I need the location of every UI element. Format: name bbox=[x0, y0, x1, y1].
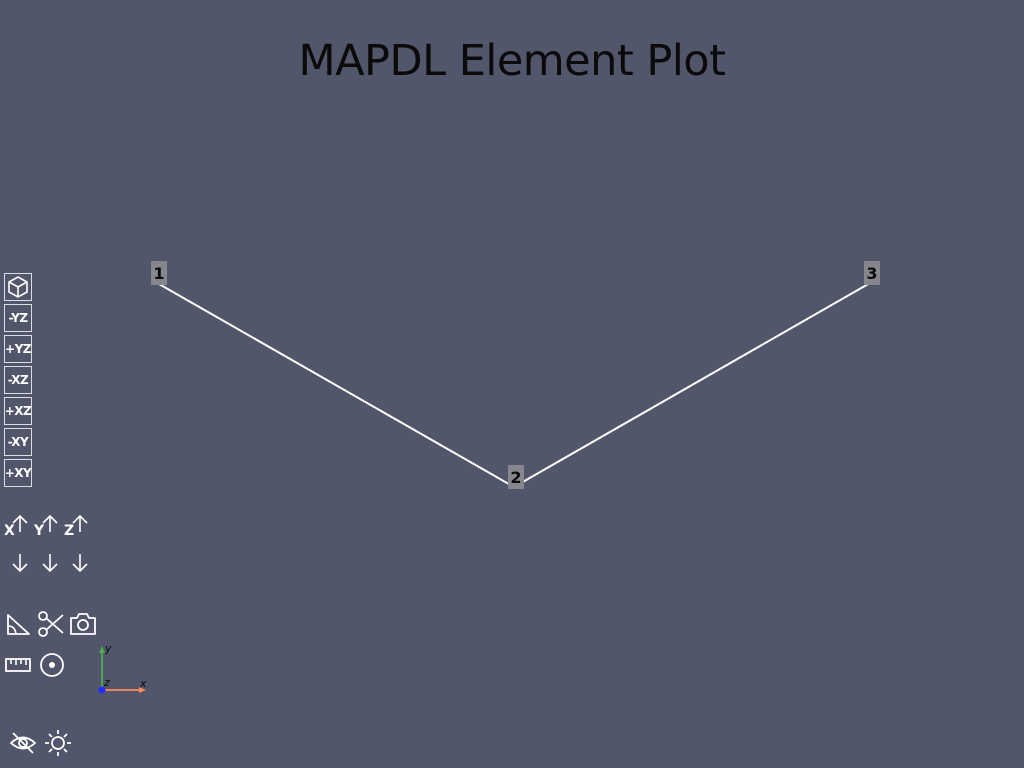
x-up-button[interactable]: X bbox=[4, 512, 34, 542]
eye-off-icon bbox=[9, 732, 37, 754]
view-minus-xz-button[interactable]: -XZ bbox=[4, 366, 32, 394]
arrow-up-icon bbox=[12, 514, 28, 532]
isometric-cube-icon bbox=[8, 276, 28, 298]
clip-button[interactable] bbox=[36, 609, 66, 639]
ruler-icon bbox=[5, 658, 31, 672]
angle-measure-button[interactable] bbox=[4, 609, 34, 639]
view-plus-xz-button[interactable]: +XZ bbox=[4, 397, 32, 425]
isometric-view-button[interactable] bbox=[4, 273, 32, 301]
node-label-2: 2 bbox=[508, 465, 524, 489]
y-axis-label: Y bbox=[34, 523, 45, 539]
z-down-button[interactable] bbox=[65, 549, 95, 579]
screenshot-button[interactable] bbox=[68, 609, 98, 639]
x-axis-label: X bbox=[4, 523, 15, 539]
arrow-up-icon bbox=[72, 514, 88, 532]
element-line-2-3 bbox=[513, 282, 871, 488]
lighting-button[interactable] bbox=[43, 728, 73, 758]
orientation-triad: y x z bbox=[98, 642, 147, 694]
view-plus-xy-button[interactable]: +XY bbox=[4, 459, 32, 487]
svg-text:1: 1 bbox=[153, 264, 164, 283]
element-line-1-2 bbox=[158, 283, 515, 488]
view-minus-yz-button[interactable]: -YZ bbox=[4, 304, 32, 332]
target-icon bbox=[40, 653, 64, 677]
node-label-1: 1 bbox=[151, 261, 167, 285]
measure-distance-button[interactable] bbox=[3, 650, 33, 680]
angle-measure-icon bbox=[7, 614, 30, 635]
y-down-button[interactable] bbox=[35, 549, 65, 579]
toggle-visibility-button[interactable] bbox=[8, 728, 38, 758]
view-plus-yz-button[interactable]: +YZ bbox=[4, 335, 32, 363]
pick-center-button[interactable] bbox=[37, 650, 67, 680]
camera-icon bbox=[70, 613, 96, 635]
svg-text:z: z bbox=[103, 676, 110, 689]
arrow-up-icon bbox=[42, 514, 58, 532]
plot-title: MAPDL Element Plot bbox=[298, 36, 726, 86]
scissors-icon bbox=[38, 611, 64, 637]
svg-text:2: 2 bbox=[510, 468, 521, 487]
svg-text:3: 3 bbox=[866, 264, 877, 283]
node-label-3: 3 bbox=[864, 261, 880, 285]
y-up-button[interactable]: Y bbox=[34, 512, 64, 542]
brightness-icon bbox=[45, 730, 71, 756]
arrow-down-icon bbox=[72, 554, 88, 573]
view-minus-xy-button[interactable]: -XY bbox=[4, 428, 32, 456]
z-up-button[interactable]: Z bbox=[64, 512, 94, 542]
arrow-down-icon bbox=[42, 554, 58, 573]
svg-text:x: x bbox=[139, 677, 147, 690]
z-axis-label: Z bbox=[64, 523, 75, 539]
arrow-down-icon bbox=[12, 554, 28, 573]
x-down-button[interactable] bbox=[5, 549, 35, 579]
svg-text:y: y bbox=[104, 642, 112, 655]
